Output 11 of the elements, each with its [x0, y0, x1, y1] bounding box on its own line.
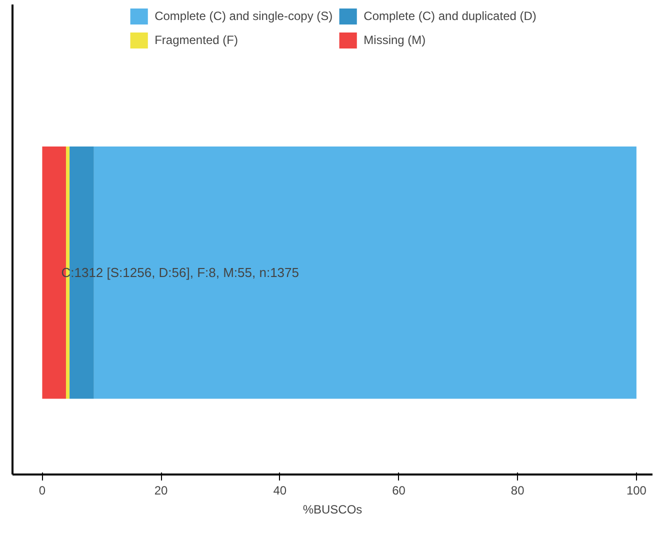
x-tick-label: 0	[38, 484, 46, 498]
x-axis-title: %BUSCOs	[302, 502, 362, 516]
legend-label: Missing (M)	[364, 32, 426, 49]
x-tick-label: 100	[626, 484, 647, 498]
x-tick-label: 20	[154, 484, 168, 498]
legend-label: Complete (C) and single-copy (S)	[154, 8, 333, 25]
x-tick-label: 40	[273, 484, 287, 498]
x-tick-label: 60	[392, 484, 406, 498]
legend-label: Fragmented (F)	[154, 32, 238, 49]
x-tick-label: 80	[510, 484, 525, 498]
legend-label: Complete (C) and duplicated (D)	[364, 8, 536, 25]
